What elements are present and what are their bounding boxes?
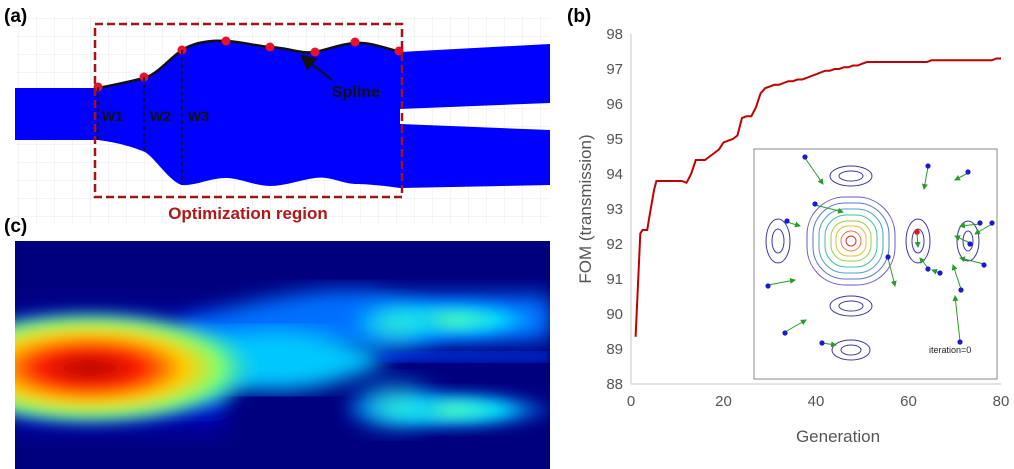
pso-inset: iteration=0 xyxy=(753,148,998,380)
y-tick-label: 92 xyxy=(606,236,623,253)
y-tick-label: 90 xyxy=(606,306,623,323)
y-tick-label: 91 xyxy=(606,271,623,288)
spline-arrow xyxy=(299,54,333,81)
x-tick-label: 0 xyxy=(627,393,635,410)
panel-a: W1 W2 W3 Spline Optimization region xyxy=(15,15,550,225)
panel-b-chart: 88 89 90 91 92 93 94 95 96 97 98 0 20 40 60 80 Generat… xyxy=(576,26,1009,446)
x-tick-label: 60 xyxy=(900,393,917,410)
w2-label: W2 xyxy=(150,108,171,124)
x-tick-labels: 0 20 40 60 80 xyxy=(627,393,1010,410)
y-tick-label: 95 xyxy=(606,131,623,148)
y-tick-label: 89 xyxy=(606,341,623,358)
y-tick-label: 88 xyxy=(606,376,623,393)
spline-label: Spline xyxy=(332,84,380,101)
panel-c-label: (c) xyxy=(4,216,27,237)
best-particle xyxy=(914,229,920,235)
fom-series-line xyxy=(634,57,1001,337)
y-tick-label: 96 xyxy=(606,96,623,113)
panel-b-label: (b) xyxy=(567,6,591,27)
w3-label: W3 xyxy=(188,108,209,124)
panel-c-heatmap xyxy=(15,241,550,469)
x-tick-label: 80 xyxy=(993,393,1010,410)
optimization-region-label: Optimization region xyxy=(168,204,328,223)
x-tick-label: 20 xyxy=(715,393,732,410)
y-tick-label: 97 xyxy=(606,61,623,78)
inset-iteration-label: iteration=0 xyxy=(929,345,971,355)
y-axis-label: FOM (transmission) xyxy=(576,134,595,283)
particles xyxy=(765,154,995,346)
panel-a-label: (a) xyxy=(4,6,27,27)
contour-rings xyxy=(765,165,980,361)
x-axis-label: Generation xyxy=(796,427,880,446)
y-tick-label: 98 xyxy=(606,26,623,43)
y-tick-label: 93 xyxy=(606,201,623,218)
velocity-arrows xyxy=(767,157,993,348)
y-tick-labels: 88 89 90 91 92 93 94 95 96 97 98 xyxy=(606,26,623,393)
y-tick-label: 94 xyxy=(606,166,623,183)
x-tick-label: 40 xyxy=(808,393,825,410)
w1-label: W1 xyxy=(102,108,123,124)
